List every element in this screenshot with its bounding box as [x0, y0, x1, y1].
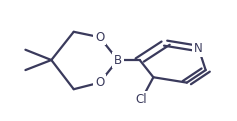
Text: O: O — [95, 76, 104, 89]
Text: N: N — [194, 42, 203, 55]
Text: O: O — [95, 31, 104, 44]
Text: B: B — [114, 53, 122, 67]
Text: Cl: Cl — [136, 93, 147, 106]
